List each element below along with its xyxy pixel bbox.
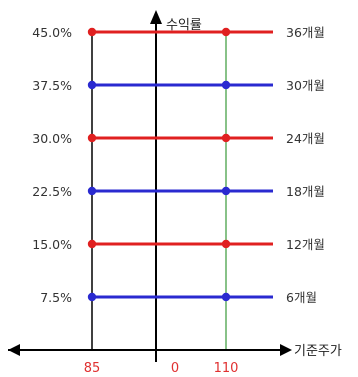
y-axis-title: 수익률 — [166, 18, 202, 33]
x-tick-labels: 85 0 110 — [84, 361, 239, 376]
series-point — [221, 186, 231, 196]
series-label: 12개월 — [286, 237, 325, 252]
series-point — [87, 133, 97, 143]
x-axis-title: 기준주가 — [294, 344, 342, 359]
series-point — [221, 133, 231, 143]
y-tick-label: 45.0% — [32, 25, 72, 40]
series-label: 18개월 — [286, 184, 325, 199]
series-3: 24개월 — [87, 131, 325, 146]
series-1: 12개월 — [87, 237, 325, 252]
y-tick-labels: 7.5% 15.0% 22.5% 30.0% 37.5% 45.0% — [32, 25, 72, 305]
x-tick-label: 0 — [171, 361, 179, 376]
y-tick-label: 7.5% — [40, 290, 72, 305]
series-layer: 6개월 12개월 18개월 24개월 30개월 36개월 — [87, 25, 325, 305]
y-tick-label: 30.0% — [32, 131, 72, 146]
series-label: 24개월 — [286, 131, 325, 146]
y-tick-label: 22.5% — [32, 184, 72, 199]
series-label: 36개월 — [286, 25, 325, 40]
y-tick-label: 15.0% — [32, 237, 72, 252]
series-label: 6개월 — [286, 290, 317, 305]
series-point — [221, 239, 231, 249]
x-axis-left-arrow — [8, 344, 20, 356]
series-point — [221, 80, 231, 90]
series-0: 6개월 — [87, 290, 317, 305]
series-point — [87, 292, 97, 302]
series-4: 30개월 — [87, 78, 325, 93]
series-2: 18개월 — [87, 184, 325, 199]
series-point — [87, 80, 97, 90]
series-5: 36개월 — [87, 25, 325, 40]
x-tick-label: 110 — [214, 361, 239, 376]
series-label: 30개월 — [286, 78, 325, 93]
y-axis-top-arrow — [150, 10, 162, 24]
x-tick-label: 85 — [84, 361, 101, 376]
series-point — [87, 239, 97, 249]
series-point — [87, 186, 97, 196]
series-point — [87, 27, 97, 37]
x-axis-right-arrow — [280, 344, 292, 356]
series-point — [221, 27, 231, 37]
y-tick-label: 37.5% — [32, 78, 72, 93]
series-point — [221, 292, 231, 302]
